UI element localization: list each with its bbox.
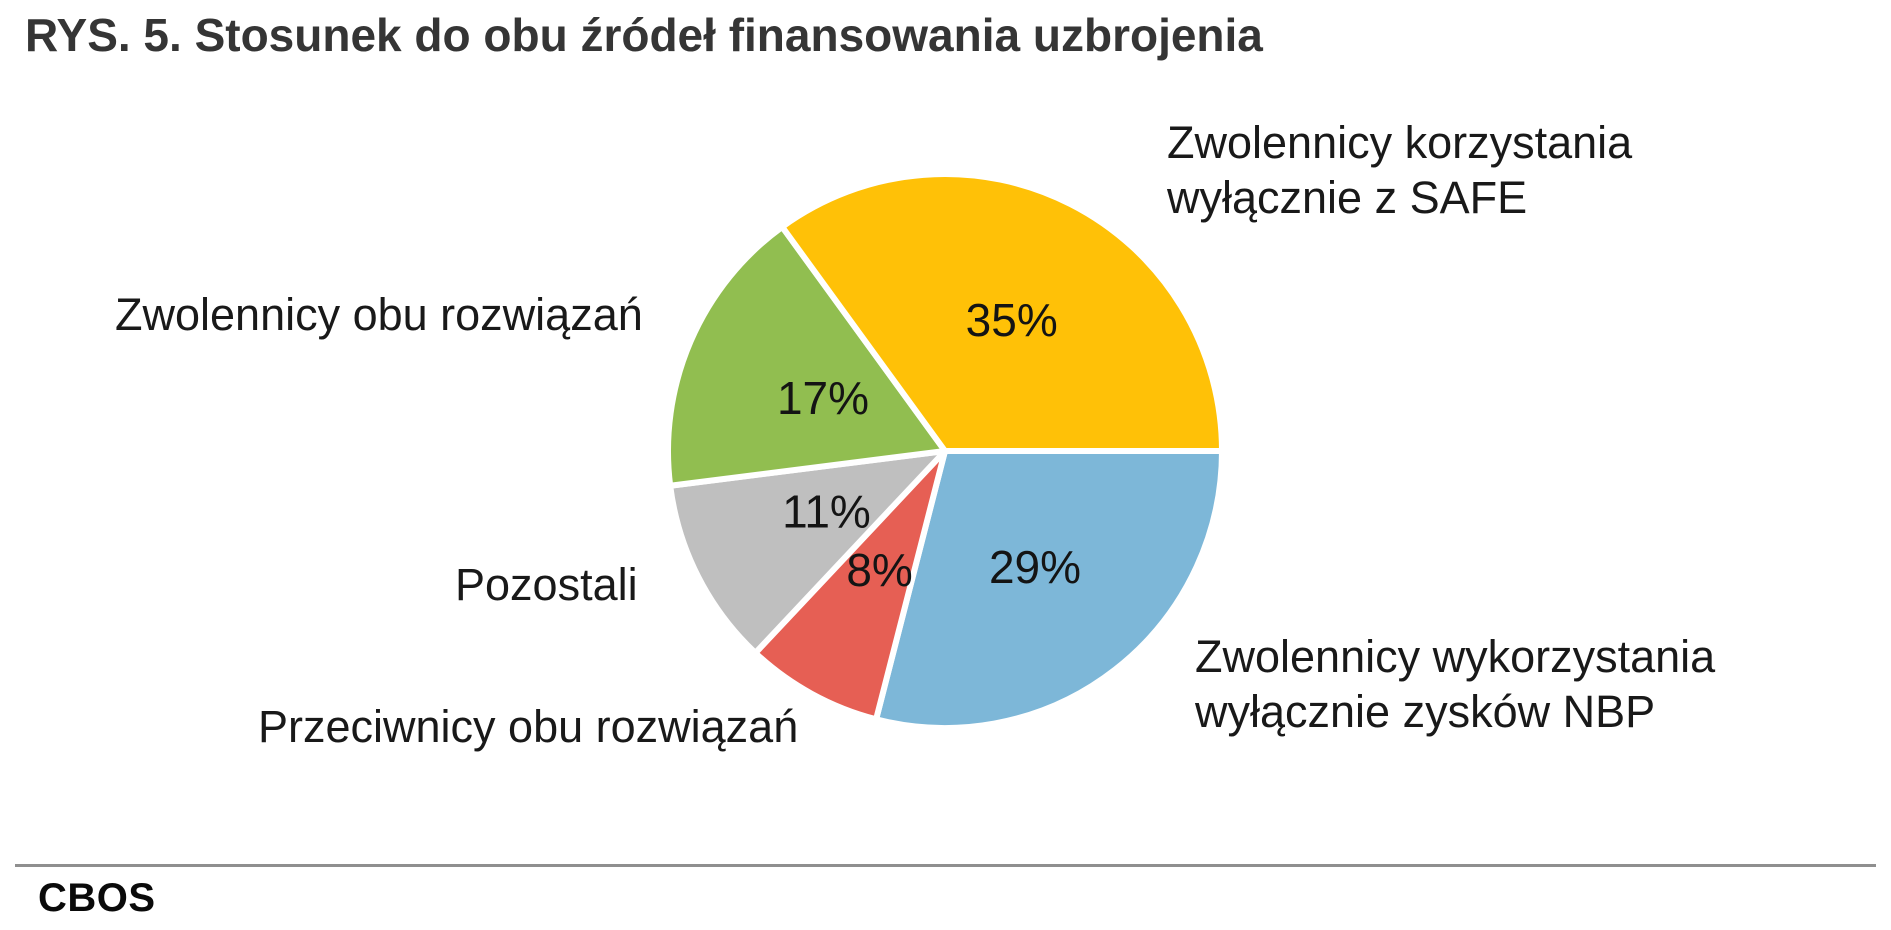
slice-callout-safe: Zwolennicy korzystania wyłącznie z SAFE: [1167, 117, 1633, 223]
slice-callout-both-solutions: Zwolennicy obu rozwiązań: [115, 289, 643, 340]
pie-slice-0: [873, 448, 1225, 731]
brand-logo: CBOS: [38, 876, 156, 920]
slice-value-label-1: 8%: [846, 544, 912, 596]
figure-title: RYS. 5. Stosunek do obu źródeł finansowa…: [25, 9, 1263, 61]
footer-divider: [15, 864, 1876, 867]
slice-callout-others: Pozostali: [455, 559, 638, 610]
slice-value-label-2: 11%: [782, 485, 871, 537]
slice-value-label-3: 17%: [777, 372, 869, 424]
slice-callout-against-both: Przeciwnicy obu rozwiązań: [258, 701, 799, 752]
pie-slice-1: [752, 448, 948, 723]
slice-callout-nbp: Zwolennicy wykorzystania wyłącznie zyskó…: [1195, 631, 1716, 737]
slice-value-label-4: 35%: [966, 294, 1058, 346]
pie-slice-4: [779, 171, 1225, 454]
slice-value-label-0: 29%: [989, 541, 1081, 593]
pie-slice-2: [667, 448, 948, 656]
pie-slice-3: [665, 223, 948, 489]
